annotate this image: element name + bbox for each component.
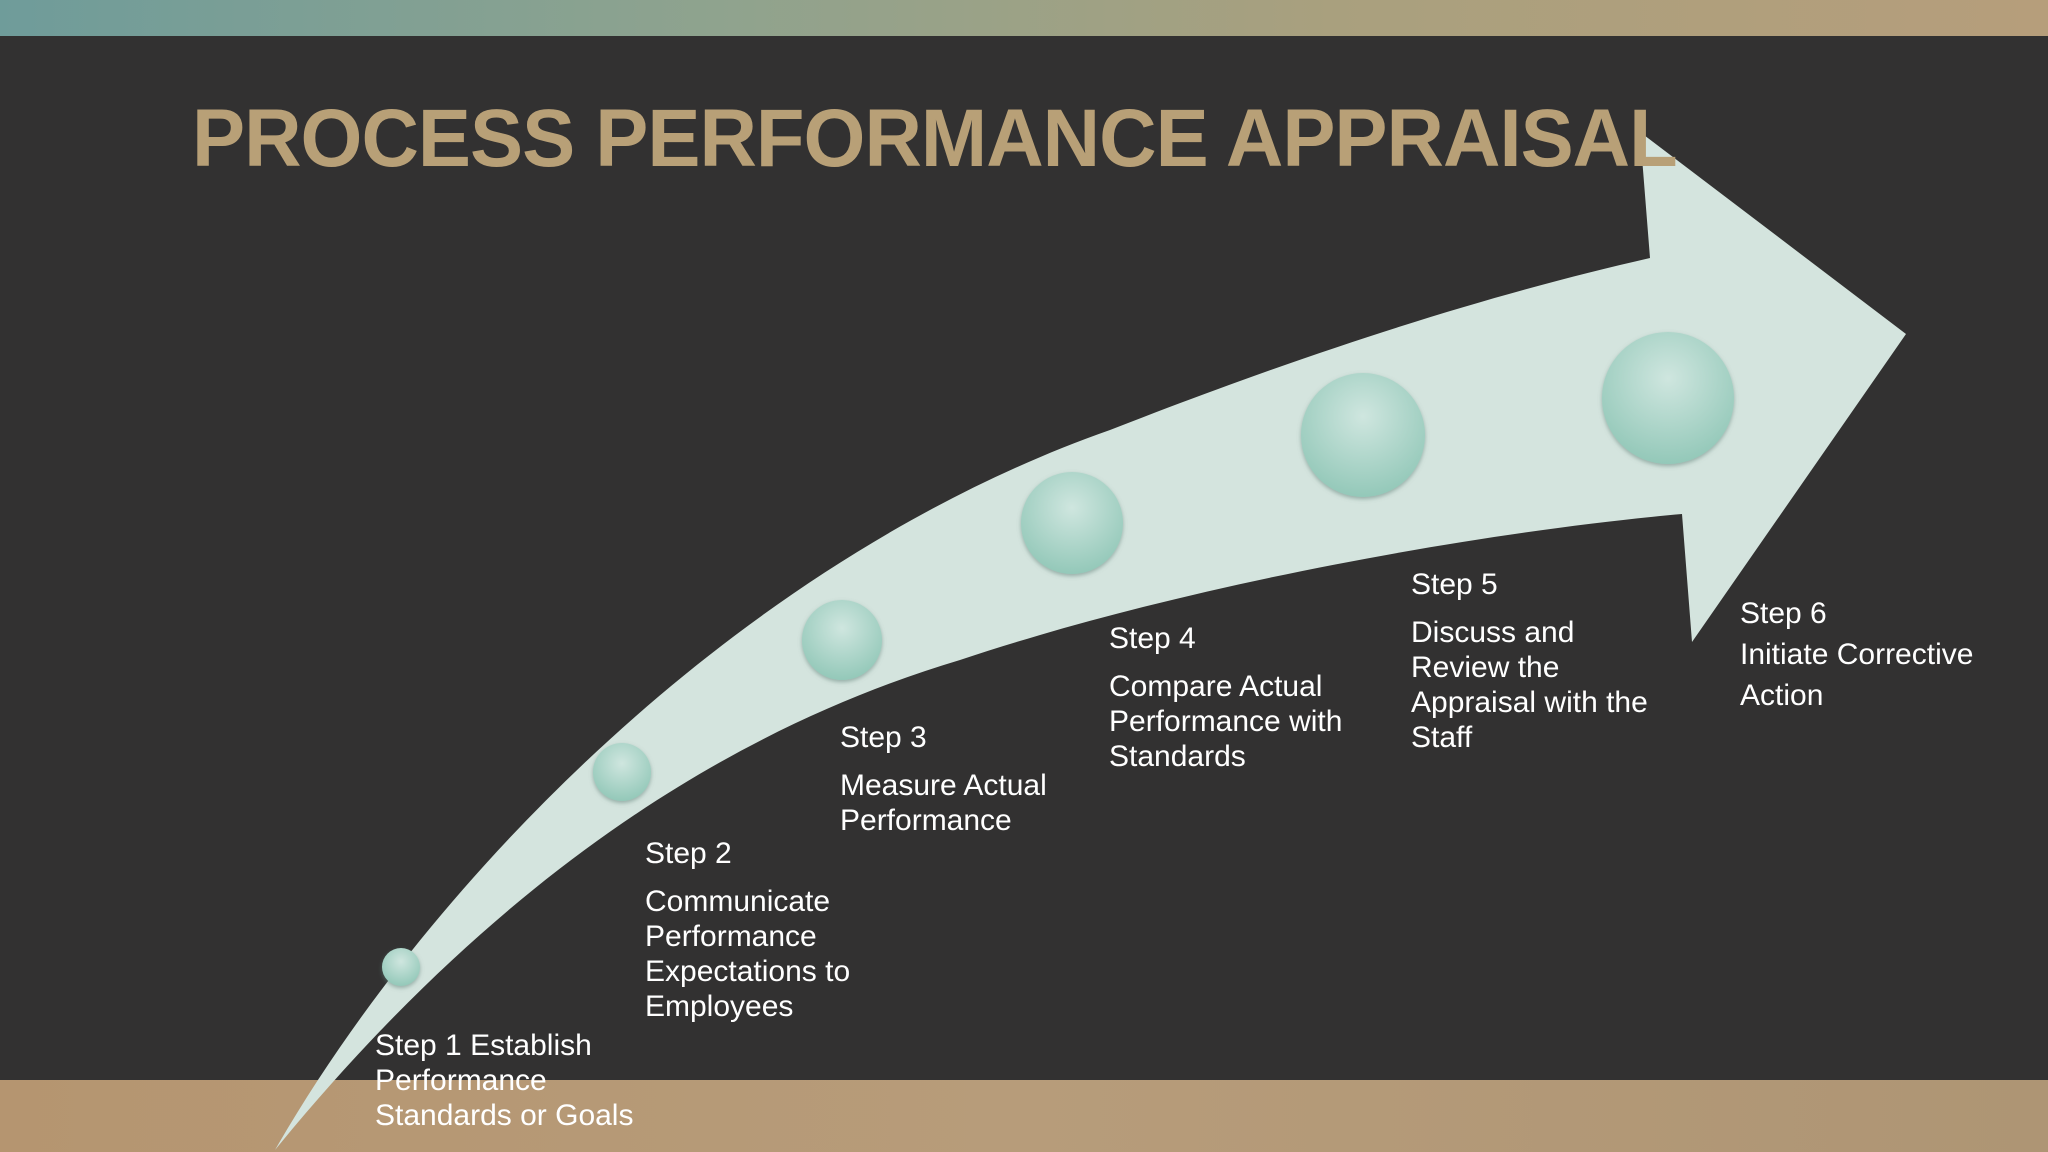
step-5-text: Step 5 Discuss and Review the Appraisal …: [1411, 567, 1651, 755]
step-1-label: Step 1: [375, 1029, 471, 1062]
step-1-text: Step 1 Establish Performance Standards o…: [375, 1028, 675, 1133]
step-3-description: Measure Actual Performance: [840, 769, 1047, 837]
step-3-label: Step 3: [840, 721, 927, 754]
step-2-text: Step 2 Communicate Performance Expectati…: [645, 836, 905, 1024]
step-6-label: Step 6: [1740, 597, 1827, 630]
step-4-text: Step 4 Compare Actual Performance with S…: [1109, 621, 1394, 774]
step-6-marker: [1602, 332, 1734, 464]
step-6-description: Initiate Corrective Action: [1740, 638, 1974, 712]
curved-arrow: [275, 132, 1906, 1150]
step-2-label: Step 2: [645, 837, 732, 870]
step-5-marker: [1301, 373, 1425, 497]
step-3-text: Step 3 Measure Actual Performance: [840, 720, 1110, 838]
bottom-frame-strip: [0, 1080, 2048, 1152]
step-6-text: Step 6 Initiate Corrective Action: [1740, 593, 2020, 716]
step-4-description: Compare Actual Performance with Standard…: [1109, 670, 1343, 773]
slide-title: PROCESS PERFORMANCE APPRAISAL: [192, 93, 1678, 184]
step-2-marker: [593, 743, 651, 801]
top-frame-strip: [0, 0, 2048, 36]
step-5-description: Discuss and Review the Appraisal with th…: [1411, 616, 1648, 754]
step-5-label: Step 5: [1411, 568, 1498, 601]
step-1-marker: [382, 948, 420, 986]
step-3-marker: [802, 600, 882, 680]
step-4-marker: [1021, 472, 1123, 574]
step-2-description: Communicate Performance Expectations to …: [645, 885, 851, 1023]
step-1-description: Establish Performance Standards or Goals: [375, 1029, 634, 1132]
step-4-label: Step 4: [1109, 622, 1196, 655]
